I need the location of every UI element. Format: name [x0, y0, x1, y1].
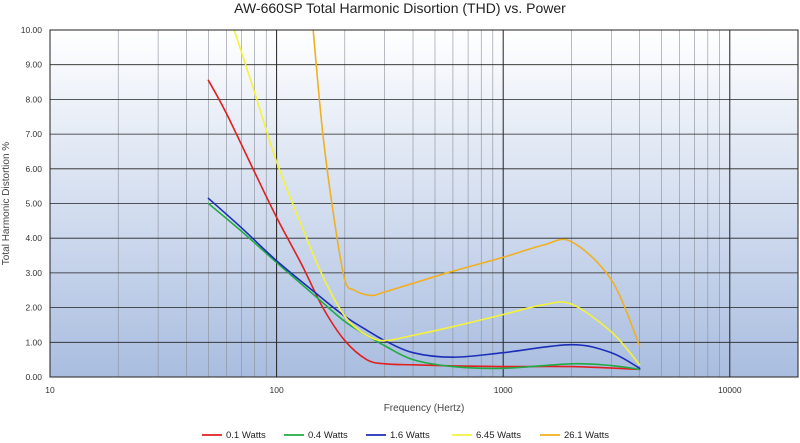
y-tick-label: 3.00	[25, 268, 42, 278]
legend-label: 1.6 Watts	[390, 430, 430, 441]
y-tick-label: 9.00	[25, 60, 42, 70]
legend: 0.1 Watts 0.4 Watts 1.6 Watts 6.45 Watts 26.…	[202, 430, 609, 441]
chart-title: AW-660SP Total Harmonic Disortion (THD) …	[234, 0, 566, 16]
x-tick-label: 100	[270, 385, 284, 395]
y-axis-ticks: 0.00 1.00 2.00 3.00 4.00 5.00 6.00 7.00 8.00 9.00…	[21, 25, 43, 382]
series-line-0	[207, 79, 641, 371]
grid	[49, 29, 798, 378]
legend-label: 26.1 Watts	[564, 430, 609, 441]
series-line-3	[233, 30, 641, 366]
y-tick-label: 0.00	[25, 372, 42, 382]
legend-label: 0.1 Watts	[226, 430, 266, 441]
x-tick-label: 10	[45, 385, 55, 395]
y-tick-label: 4.00	[25, 233, 42, 243]
y-tick-label: 1.00	[25, 337, 42, 347]
legend-label: 0.4 Watts	[308, 430, 348, 441]
y-tick-label: 7.00	[25, 129, 42, 139]
legend-label: 6.45 Watts	[476, 430, 521, 441]
x-axis-label: Frequency (Hertz)	[384, 403, 465, 414]
x-axis-ticks: 10 100 1000 10000	[45, 385, 742, 395]
plot-border	[49, 29, 799, 378]
y-axis-label: Total Harmonic Distortion %	[1, 142, 12, 265]
y-tick-label: 2.00	[25, 303, 42, 313]
y-tick-label: 6.00	[25, 164, 42, 174]
y-tick-label: 8.00	[25, 94, 42, 104]
y-tick-label: 10.00	[21, 25, 43, 35]
x-tick-label: 1000	[494, 385, 513, 395]
series-line-4	[312, 30, 641, 347]
series-group	[207, 30, 641, 371]
y-tick-label: 5.00	[25, 199, 42, 209]
series-line-1	[207, 202, 641, 371]
x-tick-label: 10000	[718, 385, 742, 395]
